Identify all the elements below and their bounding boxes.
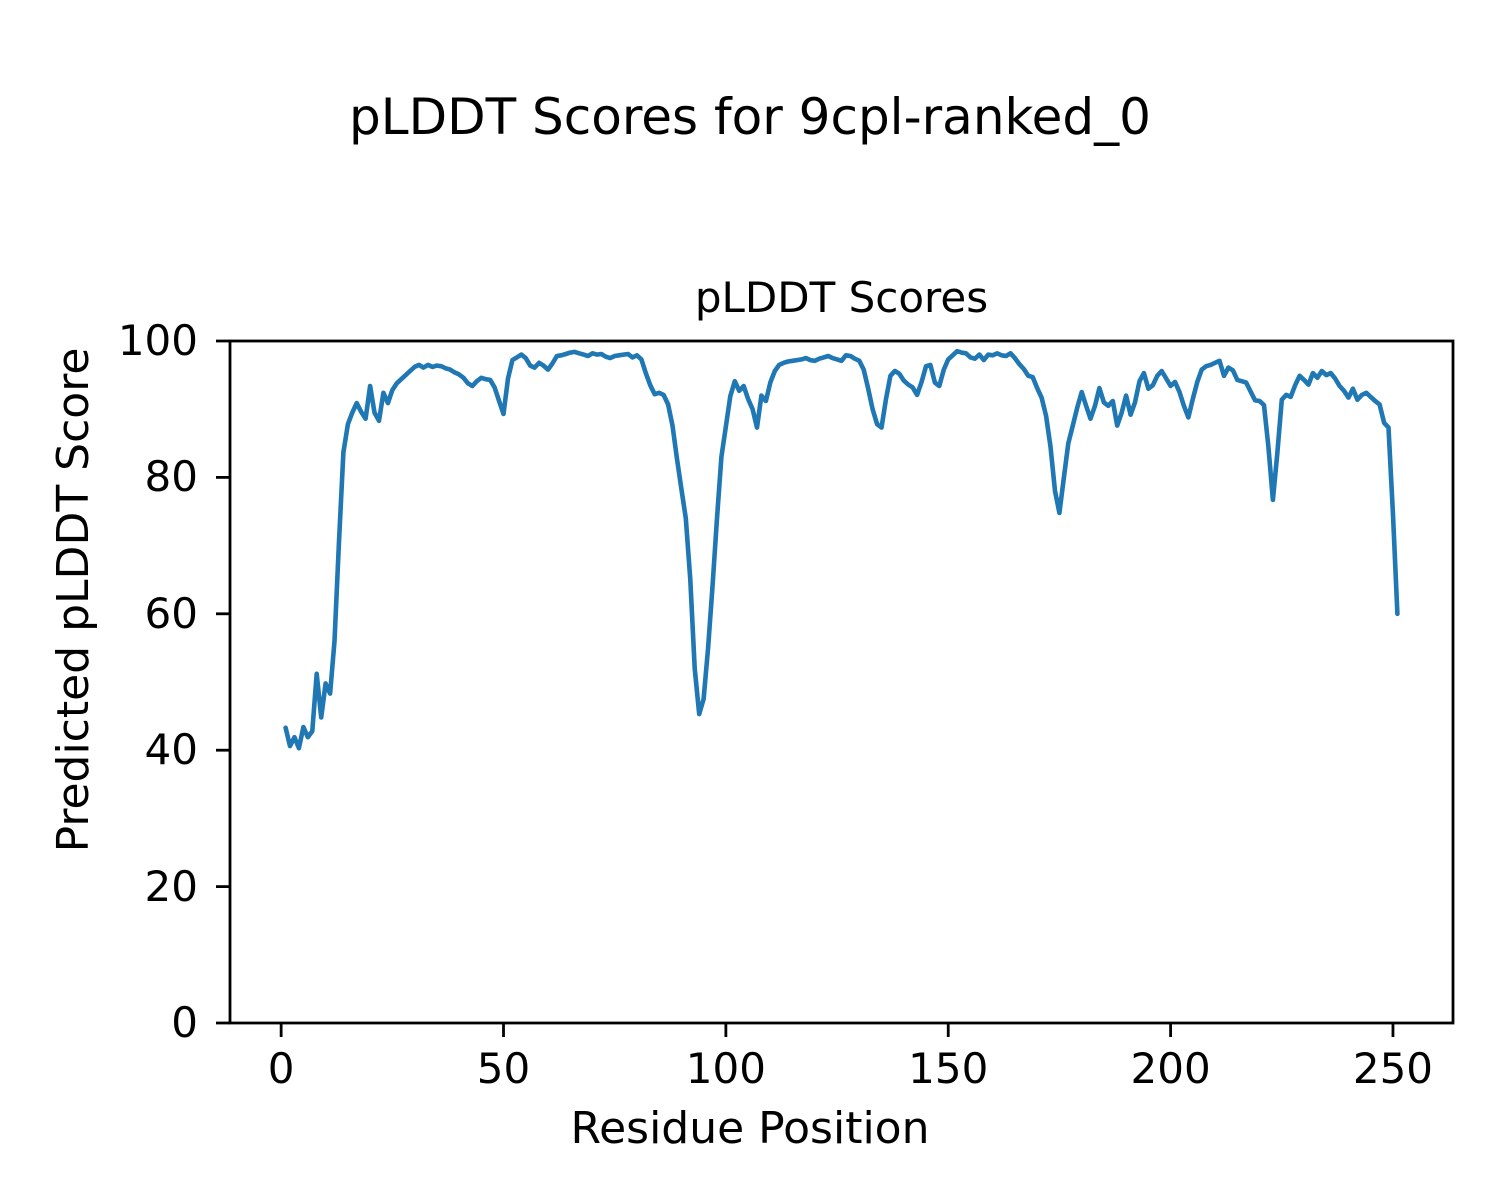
y-tick-label: 100	[117, 316, 198, 365]
y-tick-label: 0	[171, 998, 198, 1047]
figure-title: pLDDT Scores for 9cpl-ranked_0	[348, 88, 1151, 146]
x-tick-label: 0	[267, 1044, 295, 1093]
axes-title: pLDDT Scores	[694, 273, 989, 322]
x-axis-label: Residue Position	[570, 1103, 930, 1154]
x-tick-label: 200	[1130, 1044, 1211, 1093]
x-tick-label: 50	[476, 1044, 531, 1093]
y-tick-label: 80	[144, 452, 198, 502]
y-tick-label: 40	[144, 725, 198, 775]
y-tick-label: 60	[144, 588, 198, 638]
y-axis-label: Predicted pLDDT Score	[48, 347, 99, 853]
x-tick-label: 100	[685, 1044, 766, 1093]
x-tick-label: 150	[908, 1044, 989, 1093]
y-tick-label: 20	[144, 861, 198, 911]
x-tick-label: 250	[1352, 1044, 1434, 1093]
plddt-score-line	[283, 348, 1400, 751]
plot-border	[228, 339, 1455, 1025]
